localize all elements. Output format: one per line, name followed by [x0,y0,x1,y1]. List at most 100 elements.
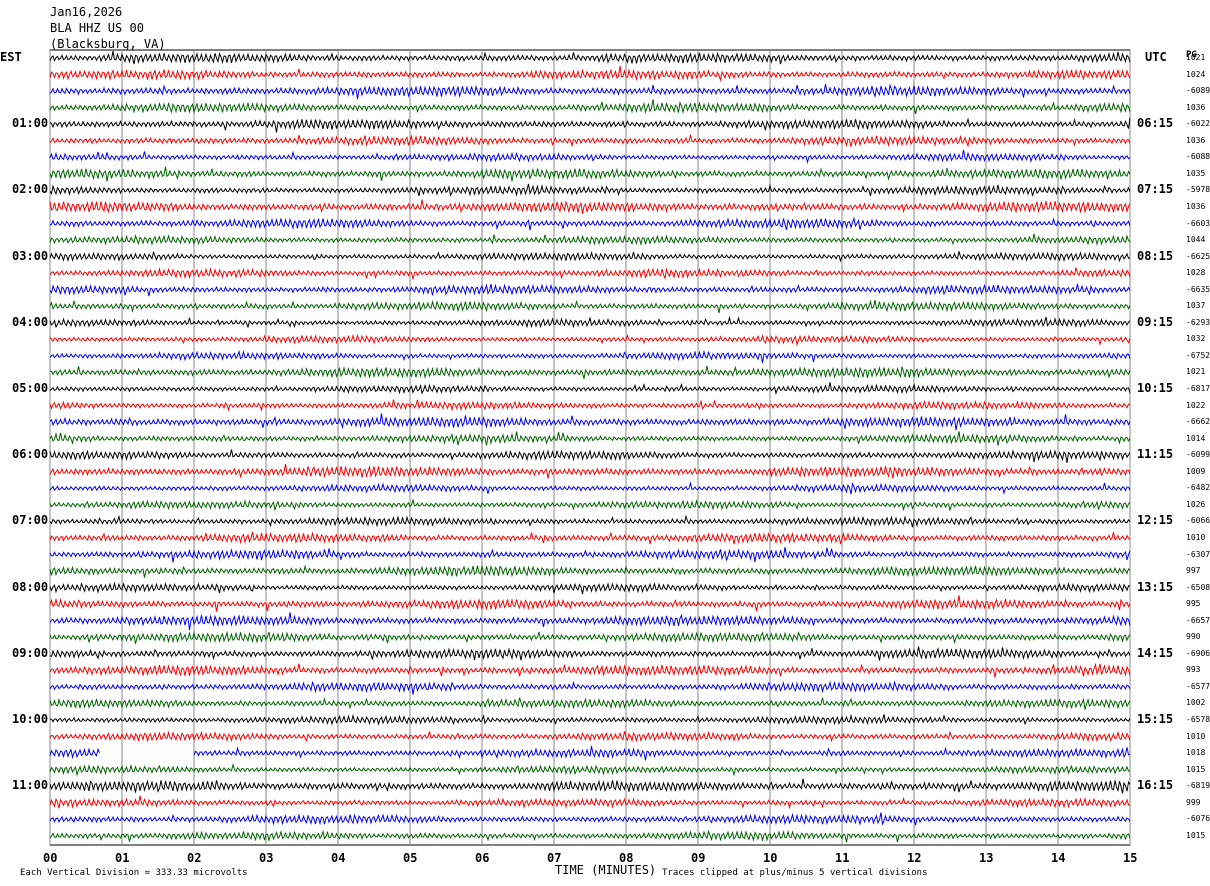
row-value: 1026 [1186,499,1206,509]
trace-row-34 [49,612,1131,630]
trace-row-41 [49,730,1131,743]
row-value: -6635 [1186,284,1210,294]
est-hour-label: 05:00 [12,381,49,395]
trace-row-5 [49,134,1131,148]
trace-row-6 [49,149,1131,165]
row-value: -6625 [1186,251,1210,261]
x-tick-label: 15 [1123,851,1138,865]
clip-note: Traces clipped at plus/minus 5 vertical … [662,868,928,878]
header-date: Jan16,2026 [50,5,123,19]
x-tick-label: 11 [835,851,850,865]
trace-row-22 [49,413,1131,431]
trace-row-17 [49,333,1131,347]
trace-row-32 [49,581,1131,595]
row-value: -6906 [1186,648,1210,658]
row-value: -6819 [1186,781,1210,791]
est-hour-label: 02:00 [12,182,49,197]
row-value: 990 [1186,632,1201,642]
row-value: -6088 [1186,152,1210,162]
trace-row-38 [49,680,1131,695]
trace-row-14 [49,283,1131,297]
trace-row-12 [49,250,1131,263]
row-value: -6752 [1186,350,1210,360]
trace-row-28 [49,514,1131,528]
est-hour-label: 01:00 [12,116,49,131]
row-value: 1036 [1186,135,1206,145]
trace-row-27 [49,498,1131,512]
trace-row-15 [49,299,1131,313]
row-value: 1022 [1186,400,1206,410]
row-value: -6293 [1186,317,1210,327]
trace-row-16 [49,315,1131,329]
row-value: 1036 [1186,102,1206,112]
x-tick-label: 04 [331,851,346,865]
trace-row-23 [49,431,1131,446]
scale-note: Each Vertical Division = 333.33 microvol… [20,868,248,878]
trace-row-18 [49,349,1131,363]
row-value: -6099 [1186,450,1210,460]
trace-row-2 [49,83,1131,100]
est-hour-label: 11:00 [12,778,49,793]
row-value: 1002 [1186,698,1206,708]
trace-row-29 [49,531,1131,545]
utc-hour-label: 08:15 [1137,248,1174,263]
row-value: -6076 [1186,814,1210,824]
row-value: 997 [1186,566,1201,576]
x-tick-label: 07 [547,851,562,865]
utc-hour-label: 12:15 [1137,513,1174,528]
row-value: 1014 [1186,433,1206,443]
row-value: 993 [1186,665,1201,675]
trace-row-13 [49,267,1131,281]
utc-hour-label: 15:15 [1137,712,1174,726]
trace-row-35 [49,630,1131,645]
utc-hour-label: 13:15 [1137,579,1174,594]
row-value: 1028 [1186,268,1206,278]
row-value: 1010 [1186,731,1206,741]
x-tick-label: 09 [691,851,706,865]
trace-row-43 [49,762,1130,777]
est-timezone-label: EST [0,50,22,64]
trace-row-47 [49,829,1131,843]
row-value: 1036 [1186,201,1206,211]
row-value: 1015 [1186,764,1206,774]
row-value: 1015 [1186,830,1206,840]
trace-row-9 [49,199,1131,214]
utc-hour-label: 07:15 [1137,182,1174,197]
header-location: (Blacksburg, VA) [50,37,166,51]
row-value: 1010 [1186,532,1206,542]
utc-hour-label: 16:15 [1137,778,1174,793]
trace-row-1 [49,65,1131,82]
row-value: 1021 [1186,53,1206,62]
row-value: 1044 [1186,235,1206,245]
x-tick-label: 05 [403,851,418,865]
row-value: -6066 [1186,516,1210,526]
utc-hour-label: 06:15 [1137,116,1174,131]
row-value: 1035 [1186,168,1206,178]
utc-timezone-label: UTC [1145,50,1167,64]
trace-row-42 [49,746,1131,761]
trace-row-40 [49,713,1131,726]
est-hour-label: 09:00 [12,645,49,660]
row-value: -6482 [1186,483,1210,493]
trace-row-45 [49,795,1131,810]
est-hour-label: 07:00 [12,513,49,528]
trace-row-3 [49,99,1131,115]
pg-label: PG [1186,50,1197,60]
trace-row-39 [49,697,1131,710]
trace-row-31 [49,564,1131,578]
x-tick-label: 12 [907,851,922,865]
trace-row-26 [49,481,1131,495]
utc-hour-label: 10:15 [1137,381,1174,395]
x-tick-label: 10 [763,851,778,865]
row-value: -6577 [1186,681,1210,691]
trace-row-19 [49,365,1131,379]
row-value: 1009 [1186,466,1206,476]
row-value: 1018 [1186,748,1206,758]
trace-row-24 [49,449,1131,463]
utc-hour-label: 11:15 [1137,447,1174,462]
trace-row-33 [49,595,1131,612]
row-value: -6657 [1186,615,1210,625]
row-value: -6662 [1186,417,1210,427]
row-value: -6578 [1186,715,1210,724]
trace-row-37 [49,662,1131,678]
